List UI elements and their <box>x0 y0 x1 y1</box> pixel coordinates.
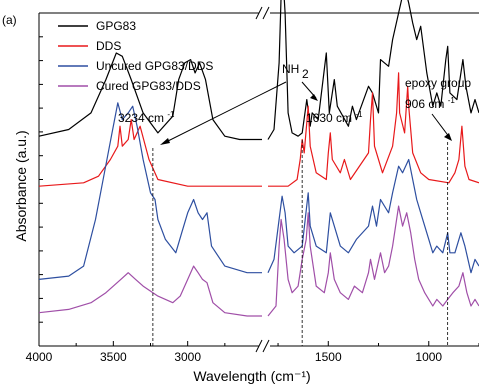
series-layer <box>38 0 479 317</box>
series-line-2-left <box>38 102 262 280</box>
peak-3234-superscript: -1 <box>167 110 175 119</box>
y-axis-title: Absorbance (a.u.) <box>13 130 29 241</box>
nh2-subscript: 2 <box>302 67 309 81</box>
nh2-label: NH <box>282 62 299 76</box>
series-line-3-right <box>267 205 479 317</box>
series-line-1-right <box>268 72 479 187</box>
peak-906-superscript: -1 <box>448 96 456 105</box>
peak-906-text: 906 cm <box>405 97 444 111</box>
x-tick-label-4000: 4000 <box>26 350 53 364</box>
series-line-3-left <box>38 265 262 317</box>
epoxy-group-label: epoxy group <box>405 76 471 90</box>
legend-label-cured: Cured GPG83/DDS <box>96 79 201 93</box>
annotation-nh2: NH 2 <box>160 62 318 145</box>
peak-3234-label: 3234 cm -1 <box>118 110 175 125</box>
series-line-0-right <box>267 0 479 140</box>
series-line-0-left <box>38 52 262 141</box>
nh2-arrowhead-right <box>310 94 318 101</box>
panel-label: (a) <box>2 13 17 27</box>
peak-1630-text: 1630 cm <box>306 111 352 125</box>
x-tick-label-1500: 1500 <box>315 350 342 364</box>
x-tick-label-1000: 1000 <box>415 350 442 364</box>
x-ticks: 4000 3500 3000 1500 1000 <box>26 341 479 364</box>
y-ticks <box>39 36 43 323</box>
epoxy-arrow <box>431 113 451 139</box>
peak-3234-text: 3234 cm <box>118 111 164 125</box>
peak-markers <box>152 140 449 346</box>
axis-break-top <box>255 6 270 20</box>
nh2-arrow-left <box>163 81 287 144</box>
x-tick-label-3000: 3000 <box>174 350 201 364</box>
peak-1630-label: 1630 cm -1 <box>306 110 363 125</box>
legend-label-uncured: Uncured GPG83/DDS <box>96 59 213 73</box>
epoxy-arrowhead <box>444 133 452 141</box>
legend-label-dds: DDS <box>96 39 121 53</box>
legend: GPG83 DDS Uncured GPG83/DDS Cured GPG83/… <box>58 19 213 93</box>
axis-break-bottom <box>255 339 270 353</box>
peak-906-label: 906 cm -1 <box>405 96 455 111</box>
nh2-arrowhead-left <box>160 138 170 145</box>
legend-label-gpg83: GPG83 <box>96 19 136 33</box>
series-line-1-left <box>38 119 262 187</box>
peak-1630-superscript: -1 <box>355 110 363 119</box>
x-axis-title: Wavelength (cm⁻¹) <box>193 368 310 384</box>
series-line-2-right <box>267 158 479 274</box>
x-tick-label-3500: 3500 <box>100 350 127 364</box>
